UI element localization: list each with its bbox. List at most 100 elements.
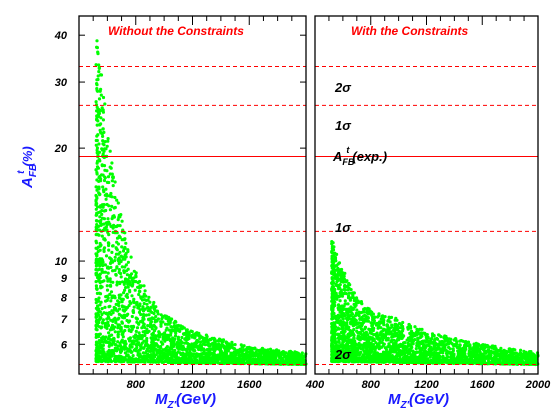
left-data-point — [195, 333, 199, 337]
right-data-point — [388, 331, 392, 335]
left-data-point — [233, 358, 237, 363]
left-data-point — [120, 238, 124, 242]
left-data-point — [234, 351, 238, 355]
left-data-point — [94, 327, 98, 331]
left-data-point — [100, 340, 104, 344]
left-data-point — [137, 292, 141, 297]
left-data-point — [94, 332, 98, 337]
right-data-point — [459, 361, 463, 365]
left-data-point — [264, 355, 268, 359]
left-data-point — [97, 179, 101, 183]
left-data-point — [97, 123, 101, 127]
left-data-point — [283, 354, 287, 358]
y-title-sup: t — [16, 170, 27, 174]
left-data-point — [241, 345, 245, 349]
right-data-point — [443, 337, 447, 342]
left-data-point — [104, 339, 108, 343]
left-data-point — [112, 327, 116, 331]
left-data-point — [148, 325, 152, 329]
left-data-point — [201, 339, 205, 343]
left-data-point — [272, 362, 276, 366]
y-title-sub: FB — [28, 164, 39, 177]
left-data-point — [138, 302, 142, 306]
left-data-point — [126, 248, 130, 252]
left-data-point — [190, 343, 194, 347]
left-data-point — [119, 327, 123, 331]
left-data-point — [103, 325, 107, 329]
left-data-point — [105, 228, 109, 232]
left-data-point — [106, 271, 110, 275]
left-data-point — [238, 347, 242, 351]
left-data-point — [130, 278, 134, 282]
right-data-point — [448, 351, 452, 355]
right-data-point — [354, 302, 358, 306]
left-data-point — [119, 297, 123, 301]
left-data-point — [116, 340, 120, 344]
left-data-point — [147, 354, 151, 358]
left-data-point — [241, 356, 245, 360]
left-data-point — [138, 348, 142, 352]
y-tick-label: 7 — [61, 314, 68, 326]
left-data-point — [168, 321, 172, 325]
left-data-point — [130, 314, 134, 319]
left-data-point — [227, 342, 231, 346]
right-data-point — [330, 263, 334, 267]
left-data-point — [142, 339, 146, 343]
left-data-point — [110, 217, 114, 221]
left-data-point — [141, 316, 145, 320]
left-data-point — [213, 353, 217, 357]
left-data-point — [108, 194, 113, 198]
left-data-point — [265, 351, 269, 355]
left-data-point — [264, 348, 268, 352]
left-data-point — [199, 348, 203, 352]
left-data-point — [105, 288, 110, 292]
left-data-point — [97, 70, 101, 74]
left-data-point — [259, 349, 263, 353]
left-data-point — [98, 303, 102, 307]
left-data-point — [105, 144, 109, 148]
left-data-point — [94, 301, 98, 305]
left-data-point — [123, 277, 128, 281]
left-data-point — [202, 348, 206, 352]
left-data-point — [96, 304, 100, 308]
y-tick-label: 8 — [61, 292, 68, 304]
left-data-point — [159, 345, 163, 349]
left-data-point — [271, 354, 275, 358]
left-data-point — [94, 284, 98, 288]
left-data-point — [138, 352, 142, 356]
left-data-point — [101, 152, 105, 156]
left-data-point — [146, 324, 150, 328]
left-data-point — [108, 277, 112, 281]
left-data-point — [125, 358, 129, 362]
left-data-point — [212, 357, 216, 361]
left-data-point — [96, 298, 100, 303]
left-data-point — [101, 260, 105, 264]
left-data-point — [158, 354, 162, 358]
left-data-point — [104, 187, 108, 191]
left-data-point — [130, 345, 134, 349]
left-data-point — [161, 360, 165, 364]
right-data-point — [474, 346, 478, 350]
left-data-point — [259, 352, 263, 356]
right-data-point — [365, 344, 369, 348]
left-data-point — [115, 198, 119, 202]
left-data-point — [149, 320, 154, 324]
right-data-point — [376, 315, 380, 319]
left-data-point — [129, 329, 133, 334]
right-data-point — [392, 328, 396, 332]
left-data-point — [127, 304, 131, 308]
left-data-point — [222, 344, 226, 348]
left-data-point — [107, 316, 111, 320]
left-data-point — [98, 276, 102, 280]
left-data-point — [94, 239, 98, 243]
right-data-point — [368, 328, 372, 332]
left-data-point — [95, 171, 99, 175]
right-data-point — [465, 341, 469, 345]
left-data-point — [180, 346, 184, 350]
left-data-point — [95, 343, 99, 347]
left-data-point — [122, 316, 126, 320]
right-data-point — [488, 345, 492, 349]
left-data-point — [152, 351, 156, 355]
left-data-point — [156, 312, 160, 316]
left-data-point — [100, 212, 104, 216]
